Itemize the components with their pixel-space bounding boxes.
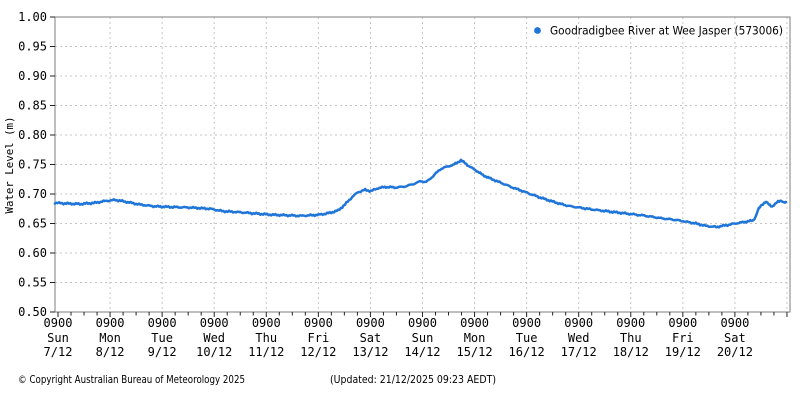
y-tick-label: 0.75: [18, 158, 47, 172]
x-tick-label-day: Tue: [151, 331, 173, 345]
x-tick-label-time: 0900: [252, 316, 281, 330]
x-tick-label-date: 15/12: [456, 345, 492, 359]
x-tick-label-day: Fri: [672, 331, 694, 345]
x-tick-label-time: 0900: [408, 316, 437, 330]
y-tick-label: 0.85: [18, 99, 47, 113]
y-tick-label: 0.80: [18, 128, 47, 142]
y-tick-label: 0.95: [18, 40, 47, 54]
x-tick-label-day: Wed: [568, 331, 590, 345]
grid-layer: [55, 17, 790, 312]
x-tick-label-day: Sun: [412, 331, 434, 345]
x-tick-label-day: Sat: [360, 331, 382, 345]
y-tick-label: 0.70: [18, 187, 47, 201]
series-layer: [53, 158, 788, 229]
x-tick-label-time: 0900: [96, 316, 125, 330]
y-tick-label: 1.00: [18, 10, 47, 24]
x-tick-label-time: 0900: [356, 316, 385, 330]
x-tick-label-time: 0900: [304, 316, 333, 330]
y-tick-label: 0.55: [18, 276, 47, 290]
copyright-text: © Copyright Australian Bureau of Meteoro…: [18, 373, 245, 386]
x-tick-label-day: Sat: [724, 331, 746, 345]
x-tick-label-date: 13/12: [352, 345, 388, 359]
x-tick-label-time: 0900: [512, 316, 541, 330]
y-tick-label: 0.65: [18, 217, 47, 231]
x-tick-label-date: 17/12: [561, 345, 597, 359]
water-level-series: [53, 158, 788, 229]
x-tick-label-time: 0900: [44, 316, 73, 330]
x-tick-label-day: Tue: [516, 331, 538, 345]
x-tick-label-date: 12/12: [300, 345, 336, 359]
x-tick-label-date: 11/12: [248, 345, 284, 359]
x-tick-label-time: 0900: [720, 316, 749, 330]
x-tick-label-date: 19/12: [665, 345, 701, 359]
x-tick-label-date: 18/12: [613, 345, 649, 359]
updated-text: (Updated: 21/12/2025 09:23 AEDT): [330, 373, 496, 386]
x-tick-label-time: 0900: [200, 316, 229, 330]
x-tick-label-day: Sun: [47, 331, 69, 345]
x-tick-label-date: 9/12: [148, 345, 177, 359]
x-tick-label-time: 0900: [616, 316, 645, 330]
y-tick-label: 0.90: [18, 69, 47, 83]
x-tick-label-day: Thu: [620, 331, 642, 345]
axis-label-layer: 1.00 0.95 0.90 0.85 0.80 0.75 0.70 0.65 0.60 0.55…: [18, 10, 753, 359]
x-tick-label-date: 10/12: [196, 345, 232, 359]
x-tick-label-date: 20/12: [717, 345, 753, 359]
x-tick-label-day: Fri: [308, 331, 330, 345]
x-tick-label-date: 14/12: [404, 345, 440, 359]
y-axis-title: Water Level (m): [3, 117, 16, 214]
x-tick-label-time: 0900: [564, 316, 593, 330]
x-tick-label-date: 16/12: [509, 345, 545, 359]
axis-tick-layer: [50, 16, 788, 317]
x-tick-label-day: Mon: [464, 331, 486, 345]
legend-label: Goodradigbee River at Wee Jasper (573006…: [550, 24, 783, 38]
x-tick-label-day: Thu: [255, 331, 277, 345]
x-tick-label-day: Wed: [203, 331, 225, 345]
legend: Goodradigbee River at Wee Jasper (573006…: [534, 24, 783, 38]
x-tick-label-day: Mon: [99, 331, 121, 345]
x-tick-label-time: 0900: [460, 316, 489, 330]
y-tick-label: 0.60: [18, 246, 47, 260]
x-tick-label-time: 0900: [668, 316, 697, 330]
y-tick-label: 0.50: [18, 305, 47, 319]
x-tick-label-time: 0900: [148, 316, 177, 330]
x-tick-label-date: 8/12: [96, 345, 125, 359]
legend-marker-dot: [534, 27, 541, 34]
x-tick-label-date: 7/12: [44, 345, 73, 359]
